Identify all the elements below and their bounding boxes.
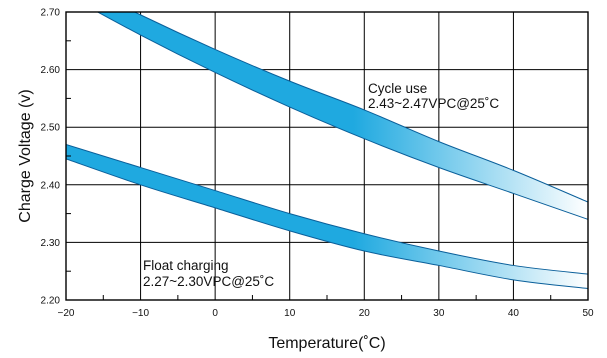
voltage-bands [66, 12, 588, 289]
x-tick-label: −10 [132, 308, 149, 319]
cycle-use-band [96, 12, 588, 220]
x-axis-title: Temperature(˚C) [268, 335, 385, 352]
x-tick-label: −20 [58, 308, 75, 319]
x-tick-label: 50 [582, 308, 594, 319]
x-tick-label: 20 [359, 308, 371, 319]
y-axis-title: Charge Voltage (v) [17, 89, 34, 222]
x-tick-label: 40 [508, 308, 520, 319]
y-tick-label: 2.30 [41, 238, 61, 249]
float-charging-spec: 2.27~2.30VPC@25˚C [143, 274, 274, 289]
x-tick-labels: −20 −10 0 10 20 30 40 50 [58, 308, 594, 319]
y-tick-label: 2.40 [41, 180, 61, 191]
cycle-use-label: Cycle use [368, 81, 427, 96]
x-tick-label: 30 [433, 308, 445, 319]
float-charging-label: Float charging [143, 258, 229, 273]
y-tick-labels: 2.20 2.30 2.40 2.50 2.60 2.70 [41, 8, 61, 307]
y-tick-label: 2.20 [41, 296, 61, 307]
y-tick-label: 2.50 [41, 123, 61, 134]
y-tick-label: 2.70 [41, 8, 61, 19]
y-tick-label: 2.60 [41, 65, 61, 76]
plot-frame [65, 11, 589, 301]
x-tick-label: 0 [212, 308, 218, 319]
float-charging-band [66, 143, 588, 289]
cycle-use-spec: 2.43~2.47VPC@25˚C [368, 96, 499, 111]
x-tick-label: 10 [284, 308, 296, 319]
grid-lines [66, 12, 588, 300]
tick-marks [66, 40, 552, 300]
